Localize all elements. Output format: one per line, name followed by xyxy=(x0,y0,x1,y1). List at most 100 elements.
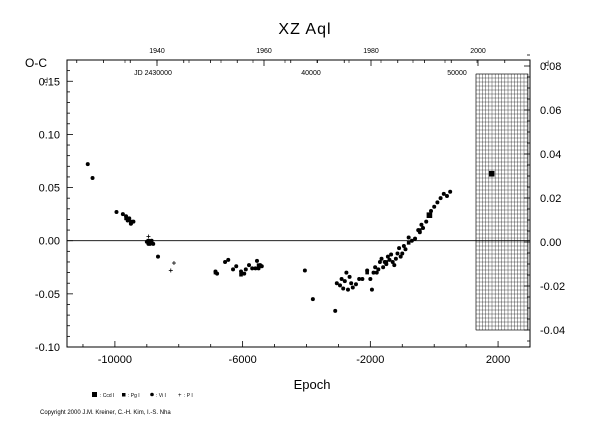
legend-ccd-symbol xyxy=(92,392,97,397)
plot-frame xyxy=(66,59,531,348)
point-pg xyxy=(256,263,261,267)
point-ccd xyxy=(488,170,495,177)
point-vi xyxy=(338,283,343,288)
point-vi xyxy=(243,267,248,272)
point-vi xyxy=(254,258,259,263)
point-vi xyxy=(231,267,236,272)
bottom-tick-label: -10000 xyxy=(98,354,132,366)
point-vi xyxy=(223,259,228,264)
bottom-tick-label: -6000 xyxy=(229,354,257,366)
point-vi xyxy=(424,219,429,224)
point-vi xyxy=(421,225,426,230)
point-vi xyxy=(333,308,338,313)
top-jd-label: 50000 xyxy=(447,70,467,77)
point-ccd xyxy=(426,212,433,218)
point-vi xyxy=(334,281,339,286)
point-vi xyxy=(341,286,346,291)
top-year-label: 1980 xyxy=(363,48,379,55)
point-vi xyxy=(242,271,247,276)
copyright-text: Copyright 2000 J.M. Kreiner, C.-H. Kim, … xyxy=(40,410,171,416)
point-vi xyxy=(342,279,347,284)
top-jd-label: JD 2430000 xyxy=(134,70,172,77)
point-vi xyxy=(310,297,315,302)
right-tick-label: 0.08 xyxy=(540,61,561,73)
left-axis-label: O-C xyxy=(25,56,47,70)
point-vi xyxy=(401,244,406,249)
legend-pg-symbol xyxy=(122,393,126,397)
point-vi xyxy=(438,196,443,201)
point-pg xyxy=(129,219,133,224)
x-axis-label: Epoch xyxy=(294,377,331,392)
bottom-tick-label: -2000 xyxy=(356,354,384,366)
point-vi xyxy=(389,252,394,257)
point-vi xyxy=(429,208,434,213)
point-vi xyxy=(371,270,376,275)
point-vi xyxy=(377,259,382,264)
legend: : Ccd I : Pg I : Vi I + : P I xyxy=(92,392,193,399)
point-vi xyxy=(390,259,395,264)
point-vi xyxy=(403,247,408,252)
point-vi xyxy=(353,282,358,287)
point-vi xyxy=(234,264,239,269)
point-vi xyxy=(413,236,418,241)
point-vi xyxy=(357,276,362,281)
point-vi xyxy=(419,222,424,227)
point-vi xyxy=(444,194,449,199)
right-tick-label: -0.04 xyxy=(540,325,565,337)
point-vi xyxy=(250,266,255,271)
point-vi xyxy=(406,235,411,240)
point-vi xyxy=(435,200,440,205)
point-vi xyxy=(400,251,405,256)
point-vi xyxy=(368,276,373,281)
point-pg xyxy=(365,270,369,275)
data-points xyxy=(85,162,495,313)
point-vi xyxy=(392,263,397,268)
point-vi xyxy=(90,175,95,180)
point-vi xyxy=(369,287,374,292)
point-pg xyxy=(239,272,243,277)
point-vi xyxy=(149,238,154,243)
point-vi xyxy=(409,238,414,243)
point-vi xyxy=(345,287,350,292)
point-vi xyxy=(344,270,349,275)
point-vi xyxy=(156,254,161,259)
point-pg xyxy=(146,238,151,243)
left-tick-label: 0.00 xyxy=(39,236,60,248)
point-vi xyxy=(339,276,344,281)
point-vi xyxy=(151,241,156,246)
point-vi xyxy=(385,254,390,259)
right-axis-unit: d xyxy=(545,61,549,68)
point-vi xyxy=(448,189,453,194)
point-vi xyxy=(349,281,354,286)
point-pg xyxy=(384,260,389,264)
left-tick-label: 0.10 xyxy=(39,129,60,141)
point-vi xyxy=(379,256,384,261)
left-tick-label: -0.05 xyxy=(35,289,60,301)
right-tick-label: 0.00 xyxy=(540,237,561,249)
left-tick-label: 0.15 xyxy=(39,76,60,88)
bottom-tick-label: 2000 xyxy=(486,354,510,366)
left-axis-unit: d xyxy=(44,78,48,85)
point-vi xyxy=(381,265,386,270)
left-tick-label: 0.05 xyxy=(39,183,60,195)
point-vi xyxy=(376,267,381,272)
legend-vi-symbol xyxy=(150,392,154,397)
point-pg xyxy=(406,241,411,245)
top-year-label: 2000 xyxy=(470,48,486,55)
right-tick-label: -0.02 xyxy=(540,281,565,293)
chart-title: XZ Aql xyxy=(278,21,331,38)
point-vi xyxy=(302,268,307,273)
point-pg xyxy=(213,270,218,275)
point-vi xyxy=(226,257,231,262)
future-grid-block xyxy=(475,73,529,331)
right-tick-label: 0.04 xyxy=(540,149,561,161)
point-vi xyxy=(373,265,378,270)
legend-p-symbol: + xyxy=(178,393,182,399)
top-jd-label: 40000 xyxy=(301,70,321,77)
point-vi xyxy=(374,270,379,275)
point-vi xyxy=(148,241,153,246)
point-pg xyxy=(124,216,128,221)
point-vi xyxy=(395,251,400,256)
point-vi xyxy=(256,266,261,271)
